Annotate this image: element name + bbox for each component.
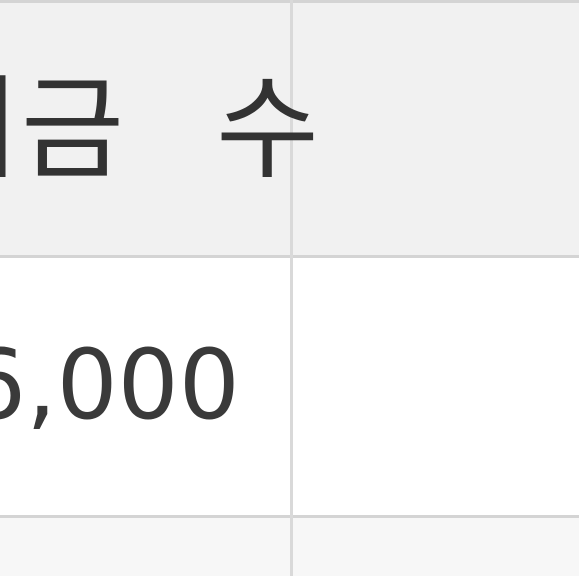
table-cell	[292, 518, 579, 576]
table-header-cell	[292, 0, 579, 258]
column-divider	[290, 0, 293, 576]
table-header-cell	[0, 0, 292, 258]
table-cell	[0, 518, 292, 576]
header-label-price: 대금	[0, 65, 129, 195]
header-label-quantity: 수	[216, 65, 324, 195]
price-value: 6,000	[0, 329, 240, 441]
table-cell	[292, 258, 579, 518]
table-cell	[0, 258, 292, 518]
